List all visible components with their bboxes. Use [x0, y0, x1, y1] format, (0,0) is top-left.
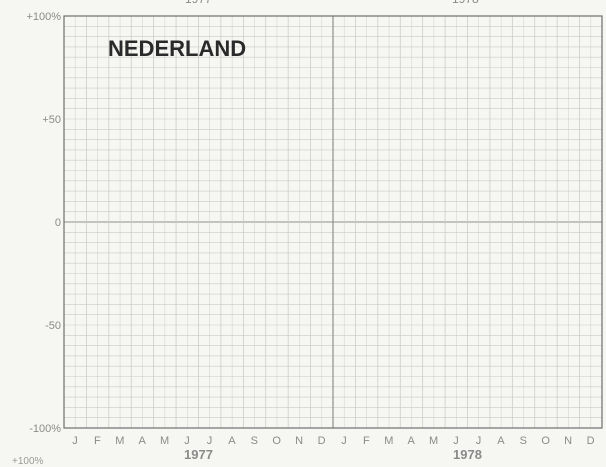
month-tick-label: D	[318, 435, 326, 447]
month-tick-label: J	[453, 435, 459, 447]
y-tick-label: -100%	[29, 423, 61, 435]
month-tick-label: J	[476, 435, 482, 447]
month-tick-label: O	[272, 435, 281, 447]
month-tick-label: M	[384, 435, 394, 447]
month-tick-label: N	[564, 435, 572, 447]
month-tick-label: M	[429, 435, 439, 447]
y-tick-label: -50	[45, 320, 61, 332]
month-tick-label: M	[115, 435, 125, 447]
y-tick-label: +50	[42, 114, 61, 126]
plot-frame	[63, 15, 603, 429]
month-tick-label: O	[541, 435, 550, 447]
month-tick-label: F	[363, 435, 370, 447]
month-tick-label: J	[184, 435, 190, 447]
month-tick-label: A	[228, 435, 236, 447]
stray-bottom-label: +100%	[12, 456, 44, 467]
month-tick-label: J	[341, 435, 347, 447]
top-year-label-1978: 1978	[452, 0, 479, 6]
year-label: 1978	[453, 447, 482, 462]
month-tick-label: S	[251, 435, 259, 447]
month-tick-label: J	[72, 435, 78, 447]
month-tick-label: S	[520, 435, 528, 447]
month-tick-label: A	[497, 435, 505, 447]
y-tick-label: +100%	[26, 11, 61, 23]
month-tick-label: D	[587, 435, 595, 447]
top-year-label-1977: 1977	[185, 0, 212, 6]
year-label: 1977	[184, 447, 213, 462]
month-tick-label: A	[408, 435, 416, 447]
month-tick-label: A	[139, 435, 147, 447]
chart-title: NEDERLAND	[108, 36, 246, 61]
month-tick-label: J	[207, 435, 213, 447]
month-tick-label: N	[295, 435, 303, 447]
y-tick-label: 0	[55, 217, 61, 229]
month-tick-label: M	[160, 435, 170, 447]
month-tick-label: F	[94, 435, 101, 447]
